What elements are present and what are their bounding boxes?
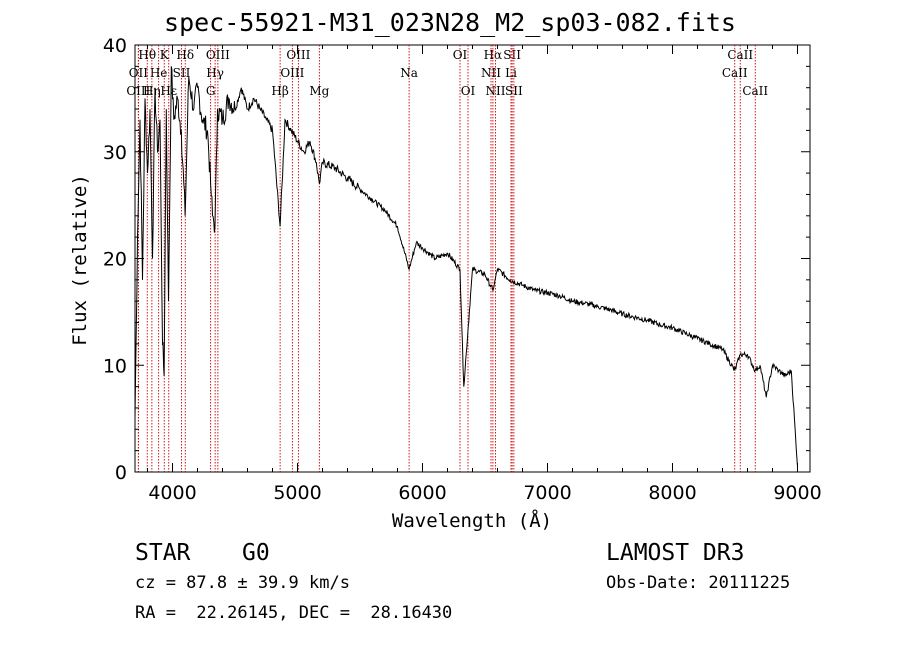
line-label-0: Hθ — [138, 48, 156, 62]
line-label-4: He — [150, 66, 168, 80]
line-label-9: OIII — [206, 48, 230, 62]
line-label-27: CaII — [742, 84, 768, 98]
line-label-16: Na — [400, 66, 418, 80]
line-label-21: NII — [486, 84, 506, 98]
line-label-3: K — [160, 48, 170, 62]
y-tick-label-2: 20 — [103, 249, 127, 271]
observation-date: Obs-Date: 20111225 — [606, 573, 791, 593]
x-axis-label: Wavelength (Å) — [391, 510, 553, 532]
line-label-23: Li — [505, 66, 517, 80]
x-tick-label-2: 6000 — [398, 482, 446, 504]
line-label-12: Hβ — [271, 84, 288, 98]
x-tick-label-5: 9000 — [773, 482, 821, 504]
line-label-13: OIII — [286, 48, 310, 62]
survey-name: LAMOST DR3 — [606, 540, 745, 566]
line-label-5: Hη — [143, 84, 161, 98]
line-label-11: G — [206, 84, 216, 98]
redshift-velocity: cz = 87.8 ± 39.9 km/s — [135, 573, 350, 593]
object-class: STAR — [135, 540, 191, 566]
line-label-6: Hε — [160, 84, 177, 98]
line-label-22: SII — [503, 48, 521, 62]
x-tick-label-3: 7000 — [523, 482, 571, 504]
y-tick-label-4: 40 — [103, 35, 127, 57]
line-label-24: SII — [505, 84, 523, 98]
x-tick-label-1: 5000 — [273, 482, 321, 504]
chart-title: spec-55921-M31_023N28_M2_sp03-082.fits — [164, 8, 736, 37]
line-label-10: Hγ — [206, 66, 224, 80]
line-label-19: Hα — [484, 48, 503, 62]
line-label-20: NII — [481, 66, 501, 80]
line-label-17: OI — [453, 48, 468, 62]
line-label-14: OIII — [280, 66, 304, 80]
coordinates: RA = 22.26145, DEC = 28.16430 — [135, 603, 453, 623]
line-label-2: OIII — [126, 84, 150, 98]
y-tick-label-3: 30 — [103, 142, 127, 164]
y-axis-label: Flux (relative) — [69, 174, 91, 346]
x-tick-label-4: 8000 — [648, 482, 696, 504]
x-tick-label-0: 4000 — [148, 482, 196, 504]
object-subclass: G0 — [242, 540, 270, 566]
line-label-25: CaII — [727, 48, 753, 62]
line-label-18: OI — [461, 84, 476, 98]
line-label-8: Hδ — [176, 48, 194, 62]
line-label-26: CaII — [722, 66, 748, 80]
y-tick-label-1: 10 — [103, 355, 127, 377]
y-tick-label-0: 0 — [115, 462, 127, 484]
spectrum-series — [134, 66, 798, 467]
line-label-7: SII — [173, 66, 191, 80]
line-label-15: Mg — [309, 84, 329, 98]
